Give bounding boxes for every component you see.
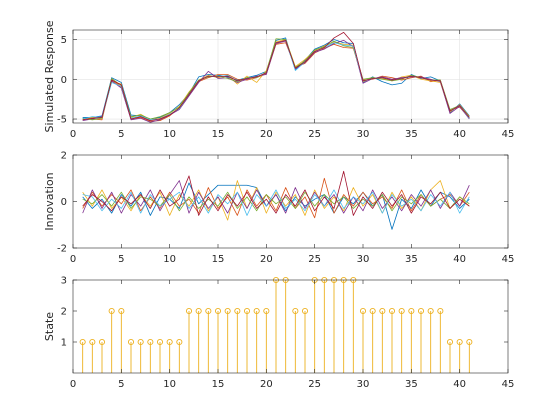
state-stem-marker xyxy=(205,307,212,315)
innovation-series-line-7 xyxy=(82,170,470,216)
response-y-tick-label: 5 xyxy=(61,35,67,46)
innovation-x-tick-label: 10 xyxy=(163,254,176,265)
state-stem-marker xyxy=(417,307,425,315)
state-x-tick-label: 15 xyxy=(212,379,225,390)
innovation-x-tick-label: 20 xyxy=(260,254,273,265)
response-x-tick-label: 40 xyxy=(453,129,466,140)
innovation-series-line-4 xyxy=(82,180,470,214)
state-y-tick-label: 3 xyxy=(61,276,67,287)
response-axes: 0 5 10 15 20 25 30 35 40 45-505 Simulated Respons… xyxy=(43,20,514,140)
state-stem-marker xyxy=(98,338,106,346)
state-x-tick-label: 10 xyxy=(163,379,176,390)
response-x-tick-label: 5 xyxy=(118,129,124,140)
response-x-tick-label: 30 xyxy=(357,129,370,140)
innovation-y-tick-label: -2 xyxy=(57,244,67,255)
innovation-x-tick-label: 5 xyxy=(118,254,124,265)
innovation-x-tick-label: 30 xyxy=(357,254,370,265)
state-stem-marker xyxy=(437,307,444,315)
innovation-x-tick-label: 15 xyxy=(212,254,225,265)
state-stem-marker xyxy=(456,338,463,346)
state-stem-marker xyxy=(185,307,193,315)
state-stem-marker xyxy=(253,307,260,315)
state-stem-marker xyxy=(156,338,164,346)
state-stem-marker xyxy=(195,307,202,315)
state-y-label: State xyxy=(43,312,56,341)
state-stem-marker xyxy=(427,307,434,315)
innovation-ticks: 0 5 10 15 20 25 30 35 40 45-202 xyxy=(57,151,514,266)
state-x-tick-label: 35 xyxy=(405,379,418,390)
innovation-x-tick-label: 40 xyxy=(453,254,466,265)
response-x-tick-label: 0 xyxy=(70,129,76,140)
state-stem-marker xyxy=(147,338,154,346)
response-series-group xyxy=(82,31,470,123)
innovation-series-line-5 xyxy=(82,191,470,212)
state-y-tick-label: 2 xyxy=(61,307,67,318)
state-stem-marker xyxy=(234,307,241,315)
state-x-tick-label: 45 xyxy=(502,379,515,390)
state-stem-marker xyxy=(398,307,405,315)
state-stem-marker xyxy=(446,338,454,346)
state-x-tick-label: 25 xyxy=(308,379,321,390)
state-stems-group xyxy=(79,276,473,373)
response-x-tick-label: 15 xyxy=(212,129,225,140)
state-stem-marker xyxy=(388,307,396,315)
state-x-tick-label: 40 xyxy=(453,379,466,390)
state-stem-marker xyxy=(466,338,473,346)
state-stem-marker xyxy=(214,307,222,315)
innovation-y-tick-label: 2 xyxy=(61,151,67,162)
state-x-tick-label: 5 xyxy=(118,379,124,390)
state-stem-marker xyxy=(108,307,115,315)
response-y-label: Simulated Response xyxy=(43,20,56,132)
state-stem-marker xyxy=(118,307,125,315)
response-ticks: 0 5 10 15 20 25 30 35 40 45-505 xyxy=(57,30,514,140)
state-stem-marker xyxy=(243,307,251,315)
state-stem-marker xyxy=(292,307,299,315)
innovation-x-tick-label: 0 xyxy=(70,254,76,265)
state-stem-marker xyxy=(301,307,309,315)
state-x-tick-label: 30 xyxy=(357,379,370,390)
state-x-tick-label: 20 xyxy=(260,379,273,390)
innovation-axes: 0 5 10 15 20 25 30 35 40 45-202 Innovation xyxy=(43,151,514,266)
response-x-tick-label: 45 xyxy=(502,129,515,140)
innovation-x-tick-label: 25 xyxy=(308,254,321,265)
state-stem-marker xyxy=(224,307,231,315)
response-y-tick-label: -5 xyxy=(57,115,67,126)
state-stem-marker xyxy=(379,307,386,315)
state-y-tick-label: 1 xyxy=(61,338,67,349)
response-x-tick-label: 20 xyxy=(260,129,273,140)
state-x-tick-label: 0 xyxy=(70,379,76,390)
state-stem-marker xyxy=(79,338,86,346)
innovation-x-tick-label: 45 xyxy=(502,254,515,265)
state-stem-marker xyxy=(408,307,415,315)
state-stem-marker xyxy=(89,338,96,346)
innovation-series-group xyxy=(82,170,470,230)
state-stem-marker xyxy=(176,338,183,346)
state-stem-marker xyxy=(359,307,367,315)
state-stem-marker xyxy=(166,338,173,346)
innovation-y-label: Innovation xyxy=(43,172,56,230)
response-x-tick-label: 10 xyxy=(163,129,176,140)
response-x-tick-label: 35 xyxy=(405,129,418,140)
state-axes: 0 5 10 15 20 25 30 35 40 45 1 2 3 State xyxy=(43,276,514,391)
response-series-line-7 xyxy=(82,31,470,122)
state-ticks: 0 5 10 15 20 25 30 35 40 45 1 2 3 xyxy=(61,276,515,391)
response-x-tick-label: 25 xyxy=(308,129,321,140)
state-stem-marker xyxy=(137,338,144,346)
innovation-series-line-6 xyxy=(82,189,470,216)
innovation-x-tick-label: 35 xyxy=(405,254,418,265)
innovation-y-tick-label: 0 xyxy=(61,197,67,208)
state-stem-marker xyxy=(127,338,135,346)
state-stem-marker xyxy=(263,307,270,315)
state-stem-marker xyxy=(369,307,376,315)
response-y-tick-label: 0 xyxy=(61,75,67,86)
